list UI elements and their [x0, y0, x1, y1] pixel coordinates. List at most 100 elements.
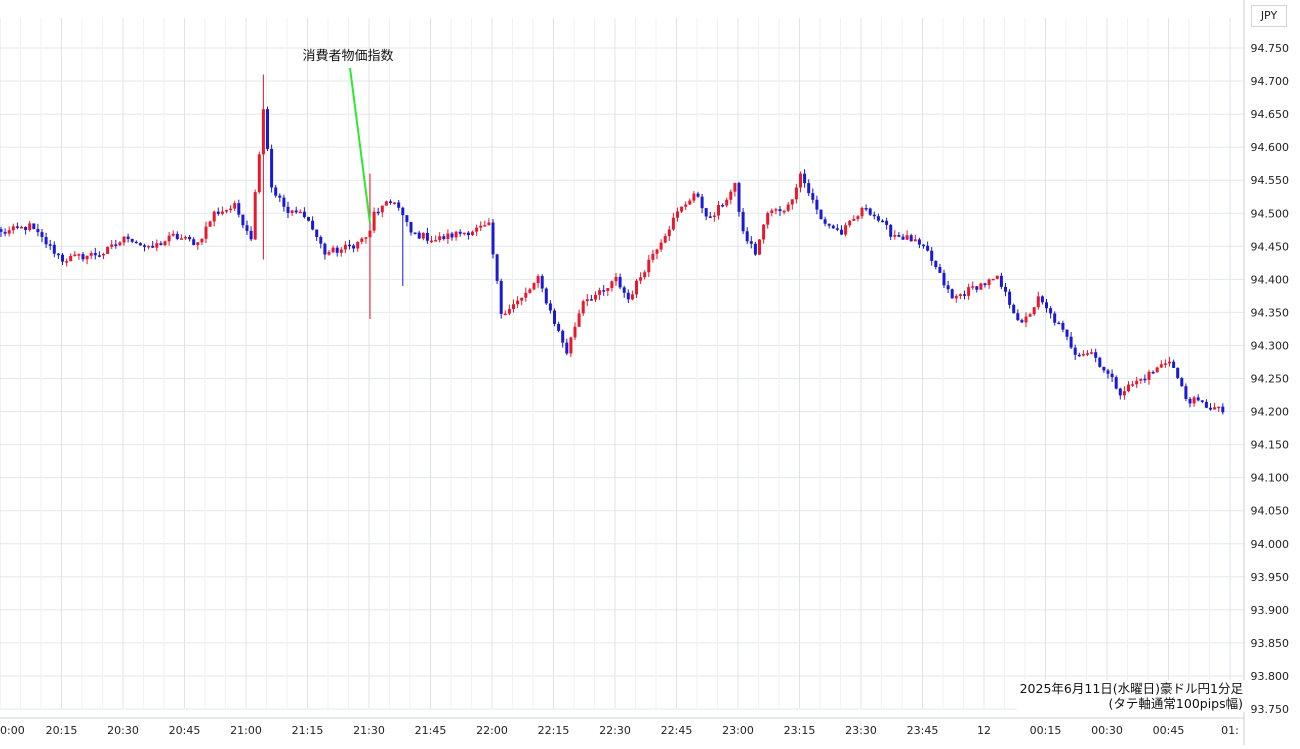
currency-label[interactable]: JPY [1251, 5, 1287, 27]
candle-body [553, 310, 556, 324]
candle-body [352, 245, 356, 249]
candle-body [999, 275, 1003, 287]
candle-body [733, 183, 737, 192]
x-tick-label: 21:00 [230, 724, 262, 737]
candle-body [844, 225, 848, 235]
candle-body [946, 285, 950, 290]
candle-body [1184, 386, 1188, 399]
candle-body [737, 183, 741, 212]
candle-body [118, 242, 122, 246]
candle-body [20, 226, 23, 229]
candle-body [987, 279, 991, 285]
candle-body [425, 232, 429, 241]
candle-body [1196, 397, 1200, 401]
candle-body [446, 233, 450, 239]
candle-body [602, 290, 606, 292]
candle-body [417, 232, 421, 239]
candle-body [286, 206, 290, 213]
candle-body [397, 202, 401, 208]
x-tick-label: 12 [977, 724, 991, 737]
candle-body [208, 221, 212, 227]
candle-body [233, 203, 237, 209]
candle-body [479, 225, 483, 228]
candle-body [589, 299, 593, 301]
candle-body [384, 201, 388, 206]
candle-body [516, 300, 520, 305]
candle-body [1106, 370, 1110, 374]
candle-body [1081, 354, 1085, 356]
candle-body [1163, 363, 1167, 365]
candle-body [7, 230, 11, 234]
candle-body [503, 313, 507, 316]
candle-body [130, 238, 134, 242]
candle-body [963, 294, 966, 296]
candle-body [1004, 286, 1007, 292]
candle-body [827, 223, 831, 226]
candle-body [179, 238, 183, 240]
x-tick-label: 20:15 [46, 724, 78, 737]
y-tick-label: 93.850 [1251, 637, 1290, 650]
candle-body [56, 253, 60, 256]
candle-body [454, 231, 458, 238]
candle-body [48, 244, 52, 246]
candle-body [1159, 364, 1163, 368]
candle-body [163, 241, 167, 246]
y-tick-label: 94.600 [1251, 141, 1290, 154]
candle-body [487, 222, 491, 226]
x-tick-label: 01: [1221, 724, 1239, 737]
y-tick-label: 94.100 [1251, 472, 1290, 485]
candle-body [1016, 313, 1020, 321]
candle-body [782, 210, 786, 213]
candle-body [557, 323, 561, 331]
candle-body [1114, 377, 1118, 389]
candle-body [585, 299, 589, 302]
candle-body [438, 236, 442, 241]
candle-body [151, 245, 155, 248]
candle-body [327, 252, 331, 255]
candle-body [323, 243, 327, 255]
candle-body [102, 253, 105, 256]
candle-body [1061, 323, 1065, 330]
chart-info-line2: (タテ軸通常100pips幅) [1108, 696, 1243, 711]
y-tick-label: 94.250 [1251, 373, 1290, 386]
candle-layer [0, 74, 1225, 415]
candle-body [401, 207, 405, 216]
candle-body [594, 294, 597, 300]
candle-body [89, 253, 93, 256]
candle-body [856, 216, 860, 219]
annotation-layer: 消費者物価指数 [302, 49, 394, 224]
candle-body [1053, 313, 1057, 323]
chart-info-line1: 2025年6月11日(水曜日)豪ドル円1分足 [1019, 681, 1243, 696]
candle-body [282, 197, 286, 207]
candle-body [1209, 407, 1212, 410]
candle-body [864, 207, 868, 210]
candle-body [261, 109, 265, 155]
candle-body [389, 201, 392, 203]
candle-body [1168, 361, 1171, 364]
candle-body [528, 289, 532, 293]
y-tick-label: 94.700 [1251, 75, 1290, 88]
y-tick-label: 94.150 [1251, 439, 1290, 452]
x-tick-label: 22:15 [538, 724, 570, 737]
candle-body [393, 202, 397, 204]
candle-body [466, 232, 470, 236]
candle-body [24, 226, 28, 231]
candle-body [917, 239, 921, 245]
candle-body [507, 309, 511, 314]
candle-body [807, 183, 811, 194]
y-tick-label: 94.400 [1251, 273, 1290, 286]
candle-body [85, 255, 89, 260]
candle-body [106, 246, 110, 254]
candle-body [991, 278, 995, 281]
x-tick-label: 22:45 [661, 724, 693, 737]
candle-body [922, 244, 925, 247]
candle-body [52, 244, 56, 254]
candle-body [893, 235, 897, 237]
candle-body [688, 200, 692, 205]
candle-body [909, 235, 913, 242]
x-tick-label: 00:30 [1091, 724, 1123, 737]
candle-body [278, 195, 282, 198]
y-tick-label: 94.300 [1251, 339, 1290, 352]
candle-body [430, 240, 433, 243]
candle-body [405, 215, 409, 222]
